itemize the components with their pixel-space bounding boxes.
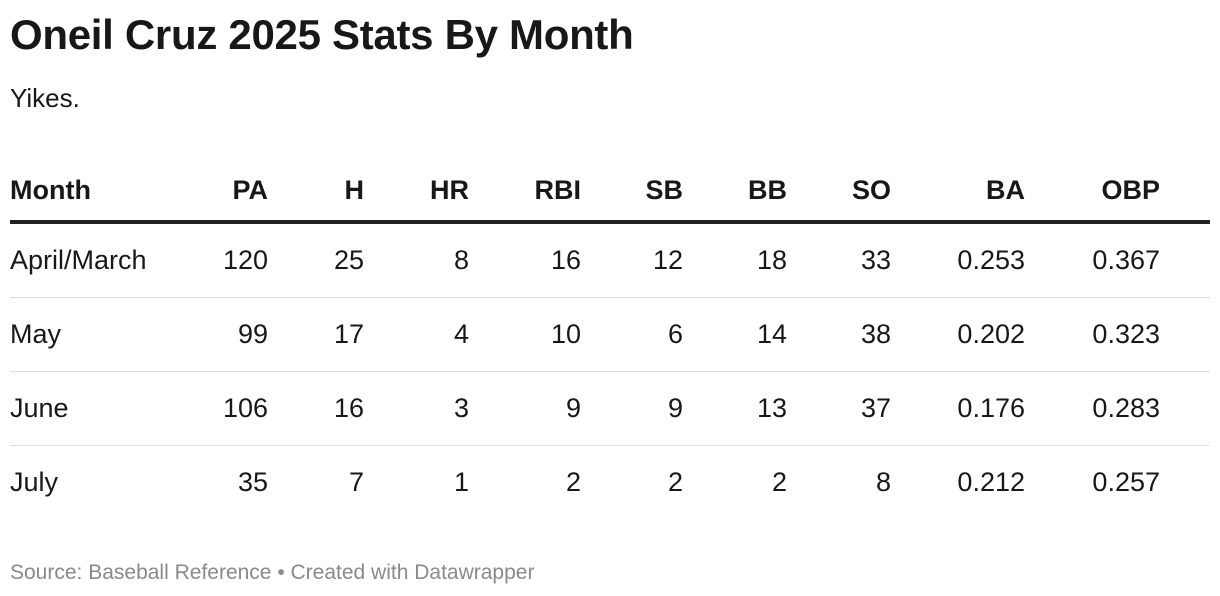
table-cell: April/March [10,222,170,298]
column-header: RBI [469,160,581,224]
table-cell: 4 [364,297,469,372]
table-cell: 106 [170,371,268,446]
column-header: SB [581,160,683,224]
table-cell: 8 [875,467,891,497]
table-cell: 0.253 [891,222,1025,298]
row-spacer [1160,371,1210,446]
table-cell: 0.212 [957,467,1025,497]
table-cell: 33 [787,222,891,298]
table-cell: 6 [581,297,683,372]
stats-table: Month PA H HR RBI SB BB SO BA OBP April/… [10,160,1210,519]
table-row: July 35 7 1 2 2 2 8 0.212 0.257 [10,446,1210,520]
row-spacer [1160,222,1210,298]
table-cell: 16 [469,222,581,298]
table-cell: 3 [364,371,469,446]
column-header: PA [170,160,268,224]
column-header: Month [10,160,170,224]
table-cell: 7 [348,467,364,497]
table-cell: 0.367 [1025,222,1160,298]
chart-title: Oneil Cruz 2025 Stats By Month [10,11,634,58]
table-cell: July [10,467,59,497]
table-cell: 2 [771,467,787,497]
table-cell: 9 [581,371,683,446]
table-cell: 25 [268,222,364,298]
table-cell: 37 [787,371,891,446]
table-row: June 106 16 3 9 9 13 37 0.176 0.283 [10,371,1210,446]
table-cell: 16 [268,371,364,446]
table-cell: 18 [683,222,787,298]
table-cell: 10 [469,297,581,372]
chart-subtitle: Yikes. [10,83,80,113]
table-cell: 13 [683,371,787,446]
row-spacer [1160,446,1210,520]
table-cell: 9 [469,371,581,446]
column-header: BB [683,160,787,224]
table-cell: 1 [453,467,469,497]
table-cell: 2 [667,467,683,497]
column-header: H [268,160,364,224]
column-header: HR [364,160,469,224]
table-cell: 17 [268,297,364,372]
row-spacer [1160,297,1210,372]
source-footer: Source: Baseball Reference • Created wit… [10,561,535,584]
table-cell: 0.202 [891,297,1025,372]
table-cell: 120 [170,222,268,298]
table-cell: 99 [170,297,268,372]
table-cell: 12 [581,222,683,298]
column-header: BA [891,160,1025,224]
header-spacer [1160,160,1210,224]
table-cell: 0.176 [891,371,1025,446]
table-header-row: Month PA H HR RBI SB BB SO BA OBP [10,160,1210,224]
table-cell: 14 [683,297,787,372]
table-row: April/March 120 25 8 16 12 18 33 0.253 0… [10,222,1210,298]
table-cell: 2 [565,467,581,497]
table-cell: 0.283 [1025,371,1160,446]
table-cell: 0.323 [1025,297,1160,372]
column-header: SO [787,160,891,224]
table-row: May 99 17 4 10 6 14 38 0.202 0.323 [10,297,1210,372]
table-cell: June [10,371,170,446]
table-cell: May [10,297,170,372]
column-header: OBP [1025,160,1160,224]
table-cell: 8 [364,222,469,298]
table-cell: 38 [787,297,891,372]
table-cell: 0.257 [1092,467,1160,497]
table-cell: 35 [237,467,268,497]
